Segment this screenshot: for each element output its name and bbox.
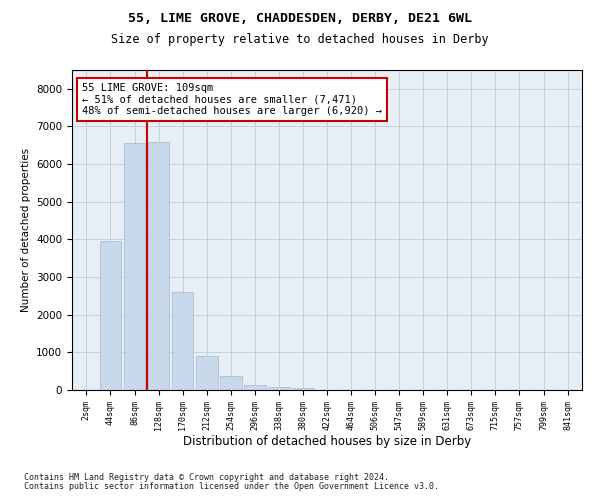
Bar bbox=[244, 385, 266, 390]
Bar bbox=[220, 376, 242, 390]
Bar bbox=[268, 386, 290, 390]
Bar bbox=[148, 142, 169, 390]
Y-axis label: Number of detached properties: Number of detached properties bbox=[20, 148, 31, 312]
Text: Contains public sector information licensed under the Open Government Licence v3: Contains public sector information licen… bbox=[24, 482, 439, 491]
Text: Size of property relative to detached houses in Derby: Size of property relative to detached ho… bbox=[111, 32, 489, 46]
Bar bbox=[292, 388, 314, 390]
X-axis label: Distribution of detached houses by size in Derby: Distribution of detached houses by size … bbox=[183, 436, 471, 448]
Text: 55, LIME GROVE, CHADDESDEN, DERBY, DE21 6WL: 55, LIME GROVE, CHADDESDEN, DERBY, DE21 … bbox=[128, 12, 472, 26]
Bar bbox=[172, 292, 193, 390]
Bar bbox=[196, 356, 218, 390]
Text: 55 LIME GROVE: 109sqm
← 51% of detached houses are smaller (7,471)
48% of semi-d: 55 LIME GROVE: 109sqm ← 51% of detached … bbox=[82, 83, 382, 116]
Text: Contains HM Land Registry data © Crown copyright and database right 2024.: Contains HM Land Registry data © Crown c… bbox=[24, 473, 389, 482]
Bar bbox=[100, 242, 121, 390]
Bar bbox=[124, 144, 145, 390]
